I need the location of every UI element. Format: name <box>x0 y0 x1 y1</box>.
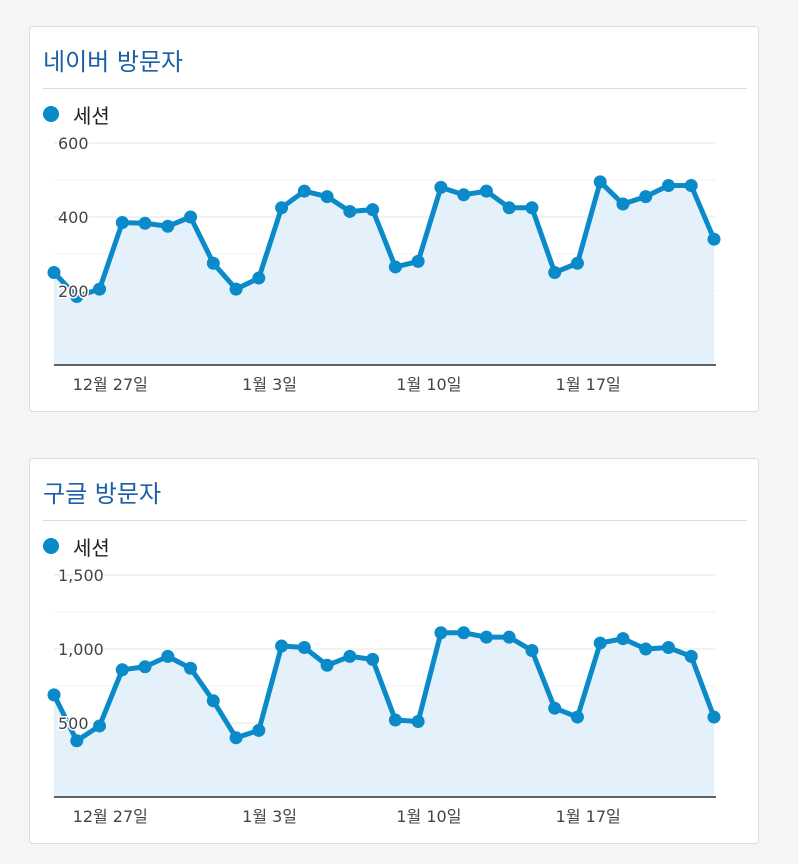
data-point <box>434 626 448 640</box>
data-point <box>184 210 198 224</box>
data-point <box>525 201 539 215</box>
data-point <box>161 219 175 233</box>
data-point <box>502 201 516 215</box>
data-point <box>411 715 425 729</box>
x-tick-label: 1월 3일 <box>242 375 297 394</box>
x-tick-label: 1월 17일 <box>556 807 621 826</box>
x-tick-label: 1월 3일 <box>242 807 297 826</box>
data-point <box>184 661 198 675</box>
data-point <box>457 626 471 640</box>
data-point <box>252 723 266 737</box>
card-divider <box>43 88 747 89</box>
legend-dot-icon <box>43 106 59 122</box>
data-point <box>343 649 357 663</box>
card-title: 구글 방문자 <box>43 480 162 508</box>
data-point <box>320 658 334 672</box>
data-point <box>570 710 584 724</box>
data-point <box>457 188 471 202</box>
data-point <box>388 260 402 274</box>
data-point <box>138 660 152 674</box>
naver-sessions-chart[interactable]: 600 400 200 12월 27일 1월 3일 1월 10일 1월 17일 <box>30 27 760 413</box>
y-tick-label: 600 <box>58 134 89 153</box>
data-point <box>479 184 493 198</box>
data-point <box>639 190 653 204</box>
data-point <box>275 639 289 653</box>
y-tick-label: 500 <box>58 714 89 733</box>
data-point <box>93 719 107 733</box>
x-tick-label: 1월 10일 <box>396 375 461 394</box>
data-point <box>138 216 152 230</box>
data-point <box>661 641 675 655</box>
data-point <box>115 216 129 230</box>
data-point <box>525 643 539 657</box>
data-point <box>707 232 721 246</box>
data-point <box>320 190 334 204</box>
data-point <box>593 636 607 650</box>
y-tick-label: 400 <box>58 208 89 227</box>
data-point <box>70 290 84 304</box>
data-point <box>616 197 630 211</box>
data-point <box>161 649 175 663</box>
legend-dot-icon <box>43 538 59 554</box>
data-point <box>252 271 266 285</box>
data-point <box>661 179 675 193</box>
data-point <box>593 175 607 189</box>
chart-legend[interactable]: 세션 <box>43 101 110 128</box>
data-point <box>297 184 311 198</box>
naver-visitors-card: 네이버 방문자 세션 600 400 200 12월 27일 1월 3일 1월 10일 1월… <box>29 26 759 412</box>
data-point <box>47 688 61 702</box>
chart-legend[interactable]: 세션 <box>43 533 110 560</box>
legend-label: 세션 <box>73 103 110 128</box>
data-point <box>684 179 698 193</box>
data-point <box>366 203 380 217</box>
data-point <box>229 282 243 296</box>
y-tick-label: 1,500 <box>58 566 104 585</box>
area-fill <box>54 181 714 365</box>
data-point <box>297 641 311 655</box>
data-point <box>684 649 698 663</box>
data-point <box>707 710 721 724</box>
x-tick-label: 12월 27일 <box>73 807 148 826</box>
data-point <box>206 694 220 708</box>
data-point <box>366 652 380 666</box>
y-tick-label: 200 <box>58 282 89 301</box>
data-point <box>548 266 562 279</box>
data-point <box>479 630 493 644</box>
data-point <box>275 201 289 215</box>
y-tick-label: 1,000 <box>58 640 104 659</box>
area-fill <box>54 632 714 797</box>
data-point <box>502 630 516 644</box>
data-point <box>115 663 129 677</box>
x-tick-label: 1월 17일 <box>556 375 621 394</box>
data-point <box>93 282 107 296</box>
data-point <box>343 204 357 218</box>
data-point <box>388 713 402 727</box>
x-tick-label: 12월 27일 <box>73 375 148 394</box>
data-point <box>639 642 653 656</box>
google-sessions-chart[interactable]: 1,500 1,000 500 12월 27일 1월 3일 1월 10일 1월 17일 <box>30 459 760 845</box>
x-tick-label: 1월 10일 <box>396 807 461 826</box>
data-point <box>548 701 562 715</box>
legend-label: 세션 <box>73 535 110 560</box>
data-point <box>47 266 61 279</box>
data-point <box>616 632 630 646</box>
google-visitors-card: 구글 방문자 세션 1,500 1,000 500 12월 27일 1월 3일 1월 10… <box>29 458 759 844</box>
data-point <box>70 734 84 748</box>
data-point <box>206 256 220 270</box>
data-point <box>229 731 243 745</box>
data-point <box>411 254 425 268</box>
data-point <box>570 256 584 270</box>
card-title: 네이버 방문자 <box>43 48 184 76</box>
card-divider <box>43 520 747 521</box>
data-point <box>434 180 448 194</box>
